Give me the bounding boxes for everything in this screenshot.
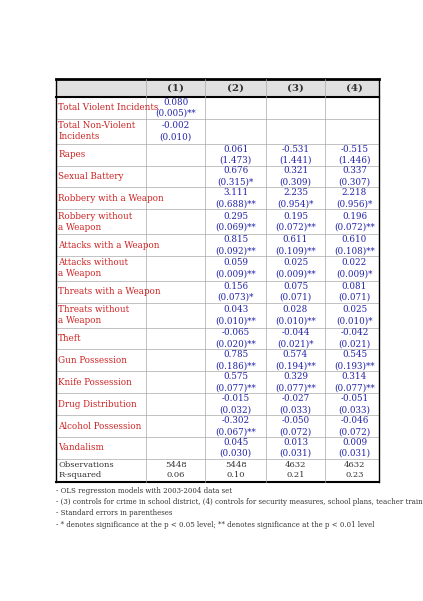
- Text: 0.676
(0.315)*: 0.676 (0.315)*: [217, 166, 254, 186]
- Text: 0.574
(0.194)**: 0.574 (0.194)**: [275, 350, 316, 370]
- Text: 4632
0.21: 4632 0.21: [285, 462, 306, 479]
- Text: -0.302
(0.067)**: -0.302 (0.067)**: [215, 416, 256, 436]
- Text: 0.575
(0.077)**: 0.575 (0.077)**: [215, 372, 256, 392]
- Text: 0.028
(0.010)**: 0.028 (0.010)**: [275, 305, 316, 325]
- Text: 0.337
(0.307): 0.337 (0.307): [338, 166, 371, 186]
- Text: - (3) controls for crime in school district, (4) controls for security measures,: - (3) controls for crime in school distr…: [56, 498, 423, 506]
- Text: (1): (1): [168, 84, 184, 93]
- Text: -0.002
(0.010): -0.002 (0.010): [160, 121, 192, 141]
- Text: -0.042
(0.021): -0.042 (0.021): [338, 329, 371, 349]
- Text: 0.610
(0.108)**: 0.610 (0.108)**: [334, 235, 375, 255]
- Text: 0.009
(0.031): 0.009 (0.031): [338, 438, 371, 458]
- Text: 0.061
(1.473): 0.061 (1.473): [220, 145, 252, 165]
- Text: 0.785
(0.186)**: 0.785 (0.186)**: [215, 350, 256, 370]
- Text: Rapes: Rapes: [58, 150, 85, 159]
- Text: 0.081
(0.071): 0.081 (0.071): [338, 282, 371, 302]
- Text: 0.321
(0.309): 0.321 (0.309): [280, 166, 311, 186]
- Text: -0.065
(0.020)**: -0.065 (0.020)**: [215, 329, 256, 349]
- Text: - * denotes significance at the p < 0.05 level; ** denotes significance at the p: - * denotes significance at the p < 0.05…: [56, 520, 374, 528]
- Text: (3): (3): [287, 84, 304, 93]
- Text: Threats with a Weapon: Threats with a Weapon: [58, 287, 161, 296]
- Text: 0.025
(0.010)*: 0.025 (0.010)*: [336, 305, 373, 325]
- Text: Knife Possession: Knife Possession: [58, 378, 132, 387]
- Text: 0.295
(0.069)**: 0.295 (0.069)**: [215, 212, 256, 232]
- Text: -0.046
(0.072): -0.046 (0.072): [338, 416, 371, 436]
- Text: Sexual Battery: Sexual Battery: [58, 172, 124, 181]
- Text: - OLS regression models with 2003-2004 data set: - OLS regression models with 2003-2004 d…: [56, 487, 232, 495]
- Text: -0.531
(1.441): -0.531 (1.441): [279, 145, 312, 165]
- Text: Observations
R-squared: Observations R-squared: [58, 462, 114, 479]
- Text: 0.314
(0.077)**: 0.314 (0.077)**: [334, 372, 375, 392]
- Text: Theft: Theft: [58, 334, 82, 343]
- Text: Drug Distribution: Drug Distribution: [58, 400, 137, 409]
- Text: 0.545
(0.193)**: 0.545 (0.193)**: [334, 350, 375, 370]
- Text: -0.015
(0.032): -0.015 (0.032): [220, 394, 252, 414]
- Text: 0.080
(0.005)**: 0.080 (0.005)**: [156, 98, 196, 118]
- Text: 0.045
(0.030): 0.045 (0.030): [220, 438, 252, 458]
- Text: Robbery with a Weapon: Robbery with a Weapon: [58, 194, 164, 203]
- Text: Alcohol Possession: Alcohol Possession: [58, 421, 142, 430]
- Text: 0.043
(0.010)**: 0.043 (0.010)**: [215, 305, 256, 325]
- Text: 0.815
(0.092)**: 0.815 (0.092)**: [215, 235, 256, 255]
- Text: Vandalism: Vandalism: [58, 444, 104, 453]
- Text: 0.059
(0.009)**: 0.059 (0.009)**: [215, 258, 256, 278]
- Text: Threats without
a Weapon: Threats without a Weapon: [58, 305, 129, 325]
- Text: Attacks with a Weapon: Attacks with a Weapon: [58, 240, 159, 249]
- Text: -0.027
(0.033): -0.027 (0.033): [280, 394, 311, 414]
- Text: 0.075
(0.071): 0.075 (0.071): [279, 282, 312, 302]
- Text: 0.196
(0.072)**: 0.196 (0.072)**: [334, 212, 375, 232]
- Text: 2.218
(0.956)*: 2.218 (0.956)*: [336, 188, 373, 209]
- Text: 3.111
(0.688)**: 3.111 (0.688)**: [215, 188, 256, 209]
- Text: 0.025
(0.009)**: 0.025 (0.009)**: [275, 258, 316, 278]
- Text: 0.329
(0.077)**: 0.329 (0.077)**: [275, 372, 316, 392]
- Text: Gun Possession: Gun Possession: [58, 356, 127, 365]
- Text: (2): (2): [227, 84, 244, 93]
- Text: 0.013
(0.031): 0.013 (0.031): [280, 438, 311, 458]
- Text: Attacks without
a Weapon: Attacks without a Weapon: [58, 258, 128, 278]
- Text: 0.022
(0.009)*: 0.022 (0.009)*: [336, 258, 373, 278]
- Text: Total Violent Incidents: Total Violent Incidents: [58, 103, 159, 112]
- Text: 5448
0.06: 5448 0.06: [165, 462, 187, 479]
- Text: 0.611
(0.109)**: 0.611 (0.109)**: [275, 235, 316, 255]
- Text: 2.235
(0.954)*: 2.235 (0.954)*: [277, 188, 313, 209]
- Text: Total Non-Violent
Incidents: Total Non-Violent Incidents: [58, 121, 135, 141]
- Text: -0.050
(0.072): -0.050 (0.072): [279, 416, 312, 436]
- Text: -0.044
(0.021)*: -0.044 (0.021)*: [277, 329, 314, 349]
- FancyBboxPatch shape: [56, 79, 379, 97]
- Text: 0.156
(0.073)*: 0.156 (0.073)*: [217, 282, 254, 302]
- Text: 5448
0.10: 5448 0.10: [225, 462, 247, 479]
- Text: 4632
0.23: 4632 0.23: [344, 462, 365, 479]
- Text: Robbery without
a Weapon: Robbery without a Weapon: [58, 212, 132, 232]
- Text: - Standard errors in parentheses: - Standard errors in parentheses: [56, 510, 173, 517]
- Text: (4): (4): [346, 84, 363, 93]
- Text: 0.195
(0.072)**: 0.195 (0.072)**: [275, 212, 316, 232]
- Text: -0.051
(0.033): -0.051 (0.033): [338, 394, 371, 414]
- Text: -0.515
(1.446): -0.515 (1.446): [338, 145, 371, 165]
